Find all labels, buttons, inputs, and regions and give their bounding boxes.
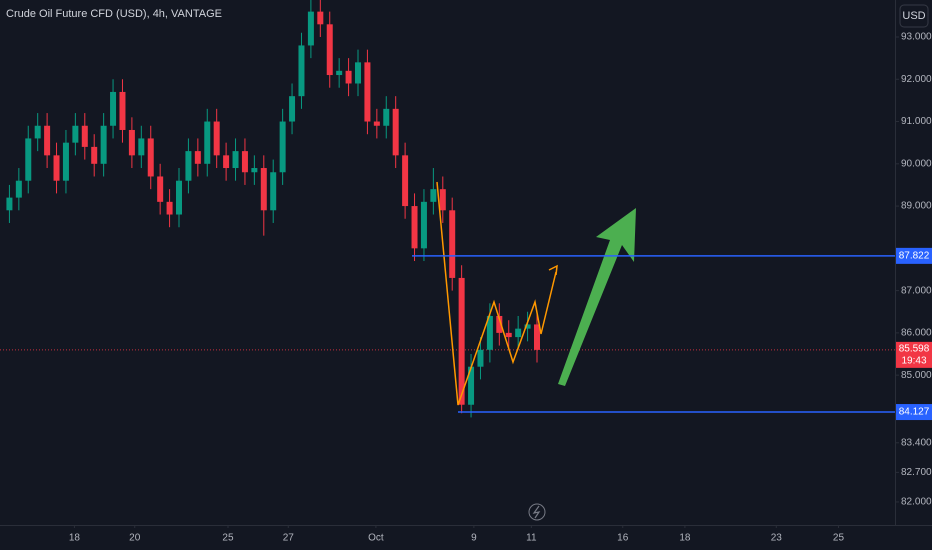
candle-body	[524, 324, 531, 329]
replay-icon[interactable]	[528, 503, 546, 521]
candle-body	[166, 201, 173, 215]
level-label: 84.127	[899, 407, 930, 418]
candle-body	[128, 129, 135, 156]
y-tick-label: 93.000	[901, 32, 932, 43]
candle-body	[194, 151, 201, 164]
candle-body	[110, 91, 117, 126]
green-arrow	[558, 208, 636, 386]
candle-body	[91, 146, 98, 164]
candle-body	[100, 125, 107, 164]
candle-body	[449, 210, 456, 278]
candle-body	[439, 189, 446, 211]
y-tick-label: 89.000	[901, 201, 932, 212]
y-tick-label: 82.000	[901, 497, 932, 508]
candle-body	[185, 151, 192, 181]
candle-body	[25, 138, 32, 181]
candle-body	[373, 121, 380, 126]
candle-body	[251, 168, 258, 173]
candle-body	[420, 201, 427, 249]
candle-body	[317, 11, 324, 25]
candle-body	[176, 180, 182, 215]
icon-circle[interactable]	[528, 503, 546, 521]
candle-body	[402, 155, 409, 207]
candle-body	[345, 70, 352, 84]
countdown-label: 19:43	[901, 356, 926, 367]
x-tick-label: 25	[833, 533, 845, 544]
x-tick-label: 16	[617, 533, 629, 544]
candle-body	[326, 24, 333, 76]
candle-body	[44, 125, 51, 156]
candle-body	[119, 91, 126, 130]
level-label-bg	[896, 247, 932, 264]
last-price-bg	[896, 341, 932, 368]
candle-body	[298, 45, 305, 97]
candle-body	[411, 206, 418, 249]
candle-body	[6, 197, 13, 211]
candle-body	[62, 142, 69, 181]
x-tick-label: 18	[69, 533, 81, 544]
candle-body	[279, 121, 286, 173]
candle-body	[477, 349, 484, 367]
level-label: 87.822	[899, 251, 930, 262]
candle-body	[138, 138, 145, 156]
candle-body	[232, 151, 239, 169]
projection-arrowhead	[548, 264, 558, 276]
x-tick-label: Oct	[368, 533, 384, 544]
candle-body	[260, 168, 267, 211]
candle-body	[15, 180, 22, 198]
icon-bolt[interactable]	[532, 505, 541, 519]
candle-body	[383, 108, 390, 126]
y-tick-label: 82.700	[901, 467, 932, 478]
candle-body	[458, 277, 465, 405]
x-tick-label: 27	[283, 533, 295, 544]
y-tick-label: 85.000	[901, 370, 932, 381]
currency-button[interactable]	[899, 4, 929, 28]
level-label-bg	[896, 404, 932, 421]
candle-body	[486, 315, 493, 350]
candle-body	[364, 62, 371, 122]
candle-body	[496, 315, 503, 333]
candle-body	[213, 121, 220, 156]
candle-body	[53, 155, 60, 181]
drawings	[436, 181, 636, 406]
candle-body	[392, 108, 399, 156]
candle-body	[307, 11, 314, 46]
candle-body	[157, 176, 164, 202]
candle-body	[534, 324, 540, 350]
y-tick-label: 91.000	[901, 116, 932, 127]
candle-body	[204, 121, 211, 164]
candle-body	[515, 328, 522, 338]
candle-body	[355, 62, 361, 84]
candle-body	[72, 125, 79, 143]
x-tick-label: 23	[771, 533, 783, 544]
x-tick-label: 25	[222, 533, 234, 544]
candle-body	[289, 96, 296, 122]
candle-body	[223, 155, 230, 169]
x-tick-label: 9	[471, 533, 477, 544]
candle-body	[336, 70, 343, 76]
candle-body	[468, 366, 475, 405]
candle-body	[430, 189, 437, 202]
chart-title: Crude Oil Future CFD (USD), 4h, VANTAGE	[6, 8, 222, 20]
y-tick-label: 92.000	[901, 74, 932, 85]
y-tick-label: 83.400	[901, 437, 932, 448]
x-tick-label: 11	[526, 533, 537, 544]
candle-body	[270, 172, 277, 211]
y-tick-label: 87.000	[901, 285, 932, 296]
candle-body	[241, 151, 248, 173]
x-tick-label: 18	[679, 533, 691, 544]
currency-label[interactable]: USD	[902, 10, 925, 22]
candle-body	[147, 138, 154, 177]
candle-body	[34, 125, 41, 139]
candle-body	[505, 332, 512, 338]
last-price-label: 85.598	[899, 344, 930, 355]
zigzag-projection	[436, 181, 557, 406]
x-tick-label: 20	[129, 533, 141, 544]
y-tick-label: 90.000	[901, 158, 932, 169]
candle-body	[81, 125, 88, 147]
y-tick-label: 86.000	[901, 328, 932, 339]
